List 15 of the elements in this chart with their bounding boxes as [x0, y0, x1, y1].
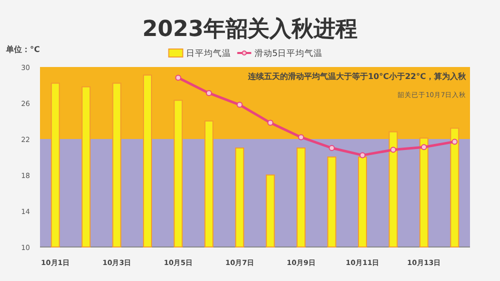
annotation: 连续五天的滑动平均气温大于等于10°C小于22°C，算为入秋	[246, 72, 467, 81]
point	[452, 138, 458, 145]
legend-label: 日平均气温	[186, 48, 231, 59]
point	[420, 144, 427, 150]
point	[236, 102, 243, 108]
point	[328, 145, 335, 151]
legend-label: 滑动5日平均气温	[254, 48, 323, 59]
point	[267, 120, 274, 126]
point	[390, 146, 396, 153]
y-axis-title: 单位：°C	[5, 45, 40, 54]
point	[360, 152, 366, 158]
point	[298, 134, 304, 140]
chart-title: 2023年韶关入秋进程	[142, 17, 358, 42]
point	[206, 90, 212, 96]
point	[175, 74, 182, 81]
